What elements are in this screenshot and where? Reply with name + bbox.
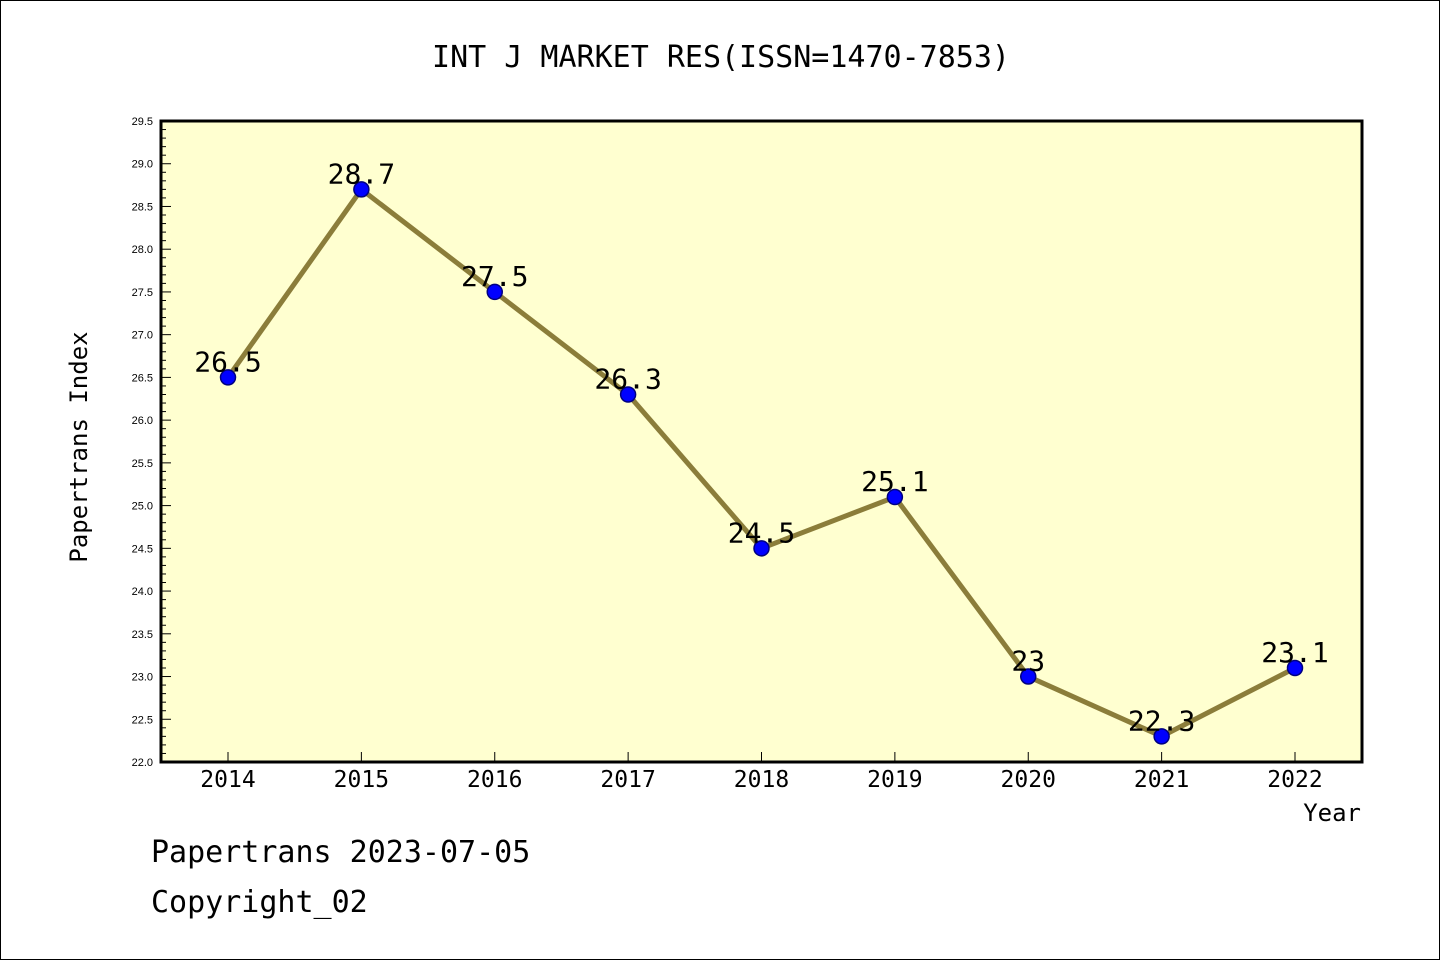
x-tick-label: 2022 [1267, 767, 1322, 793]
x-axis: 2014 2015 2016 2017 2018 2019 2020 2021 2022 [200, 752, 1323, 793]
data-label: 22.3 [1128, 704, 1195, 737]
plot-area [159, 119, 1364, 764]
data-markers [219, 181, 1304, 745]
data-label: 25.1 [861, 465, 928, 498]
x-tick-label: 2019 [867, 767, 922, 793]
y-axis: 22.0 22.5 23.0 23.5 24.0 24.5 25.0 25.5 26.0 26.5… [132, 116, 171, 769]
y-tick-label: 26.5 [132, 372, 153, 384]
data-point [619, 386, 637, 403]
data-point [486, 283, 503, 301]
x-tick-label: 2014 [200, 767, 255, 793]
data-point [753, 540, 770, 557]
x-tick-label: 2021 [1134, 767, 1189, 793]
y-tick-label: 25.0 [132, 501, 153, 513]
y-axis-label: Papertrans Index [65, 331, 93, 562]
x-tick-label: 2020 [1001, 767, 1056, 793]
data-label: 23 [1011, 645, 1045, 678]
y-tick-label: 22.0 [132, 757, 153, 769]
y-tick-label: 29.5 [132, 116, 153, 128]
footer-date: Papertrans 2023-07-05 [151, 835, 531, 870]
data-point [886, 488, 904, 506]
data-label: 26.5 [194, 345, 261, 378]
y-tick-label: 27.5 [132, 287, 153, 299]
y-tick-label: 26.0 [132, 415, 153, 427]
y-tick-label: 23.0 [132, 672, 153, 684]
y-tick-label: 28.0 [132, 244, 153, 256]
data-point [1020, 668, 1037, 685]
y-tick-label: 28.5 [132, 201, 153, 213]
x-axis-label: Year [1303, 799, 1361, 827]
data-point [353, 181, 370, 198]
y-tick-label: 24.5 [132, 543, 153, 555]
y-tick-label: 24.0 [132, 586, 153, 598]
data-label: 28.7 [328, 157, 395, 190]
x-tick-label: 2016 [467, 767, 522, 793]
x-tick-label: 2018 [734, 767, 789, 793]
chart-title: INT J MARKET RES(ISSN=1470-7853) [432, 40, 1010, 75]
x-tick-label: 2017 [600, 767, 655, 793]
y-tick-label: 27.0 [132, 330, 153, 342]
data-labels: 26.5 28.7 27.5 26.3 24.5 25.1 23 22.3 23.1 [194, 157, 1328, 737]
data-label: 26.3 [594, 362, 661, 395]
y-tick-label: 29.0 [132, 159, 153, 171]
data-point [1153, 728, 1170, 745]
data-point [219, 369, 237, 386]
x-tick-label: 2015 [334, 767, 389, 793]
data-label: 24.5 [728, 516, 795, 549]
data-label: 27.5 [461, 260, 528, 293]
data-point [1286, 659, 1304, 677]
y-tick-label: 22.5 [132, 714, 153, 726]
y-tick-label: 25.5 [132, 458, 153, 470]
data-label: 23.1 [1261, 636, 1328, 669]
y-tick-label: 23.5 [132, 629, 153, 641]
footer-copyright: Copyright_02 [151, 885, 368, 920]
